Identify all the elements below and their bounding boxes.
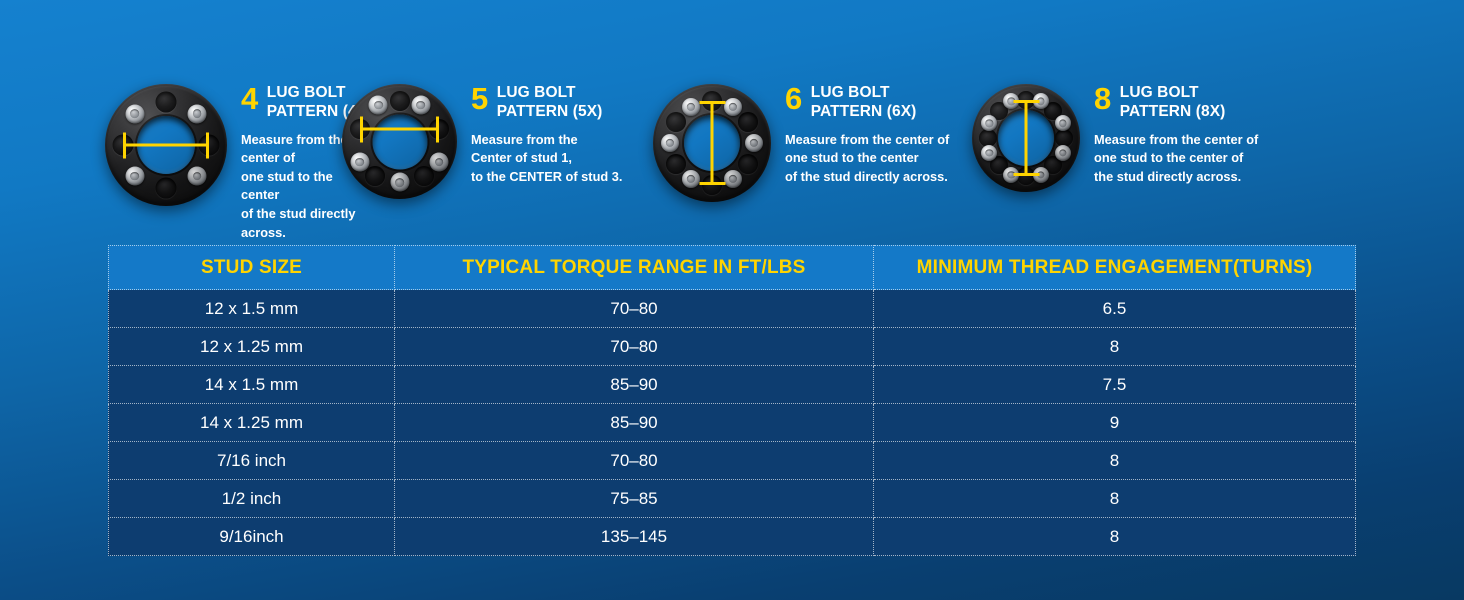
lug-pattern-title: LUG BOLT PATTERN (6X): [810, 84, 917, 120]
lug-count-number: 6: [785, 81, 802, 116]
lug-pattern-text-5: 5 LUG BOLT PATTERN (5X) Measure from the …: [457, 70, 622, 186]
cell-thread-engagement: 8: [874, 442, 1356, 480]
lug-count-number: 8: [1094, 81, 1111, 116]
lug-pattern-description: Measure from the center of one stud to t…: [1094, 131, 1259, 184]
column-header-thread-engagement: MINIMUM THREAD ENGAGEMENT(TURNS): [874, 245, 1356, 290]
torque-spec-table: STUD SIZE TYPICAL TORQUE RANGE IN FT/LBS…: [108, 245, 1356, 556]
cell-thread-engagement: 8: [874, 518, 1356, 556]
cell-stud-size: 14 x 1.25 mm: [108, 404, 395, 442]
cell-thread-engagement: 9: [874, 404, 1356, 442]
lug-pattern-block-4: 4 LUG BOLT PATTERN (4X) Measure from the …: [0, 70, 372, 240]
wheel-spacer-8-lug-icon: [972, 84, 1080, 192]
cell-stud-size: 12 x 1.25 mm: [108, 328, 395, 366]
lug-count-number: 4: [241, 81, 258, 116]
table-header-row: STUD SIZE TYPICAL TORQUE RANGE IN FT/LBS…: [108, 245, 1356, 290]
lug-pattern-description: Measure from the center of one stud to t…: [241, 131, 356, 240]
table-row: 1/2 inch 75–85 8: [108, 480, 1356, 518]
cell-torque-range: 85–90: [395, 366, 874, 404]
measure-arrow-horizontal: [359, 127, 440, 131]
lug-pattern-block-5: 5 LUG BOLT PATTERN (5X) Measure from the …: [330, 70, 640, 220]
table-row: 9/16inch 135–145 8: [108, 518, 1356, 556]
table-row: 14 x 1.5 mm 85–90 7.5: [108, 366, 1356, 404]
measure-arrow-vertical: [710, 101, 714, 185]
cell-torque-range: 70–80: [395, 328, 874, 366]
cell-stud-size: 1/2 inch: [108, 480, 395, 518]
cell-stud-size: 7/16 inch: [108, 442, 395, 480]
wheel-spacer-6-lug-icon: [653, 84, 771, 202]
lug-count-number: 5: [471, 81, 488, 116]
cell-stud-size: 12 x 1.5 mm: [108, 290, 395, 328]
lug-pattern-description: Measure from the center of one stud to t…: [785, 131, 950, 184]
lug-pattern-section: 4 LUG BOLT PATTERN (4X) Measure from the …: [0, 70, 1464, 240]
cell-stud-size: 14 x 1.5 mm: [108, 366, 395, 404]
cell-thread-engagement: 7.5: [874, 366, 1356, 404]
lug-pattern-title: LUG BOLT PATTERN (8X): [1119, 84, 1226, 120]
wheel-spacer-5-lug-icon: [342, 84, 457, 199]
measure-arrow-horizontal: [122, 143, 210, 147]
lug-pattern-text-4: 4 LUG BOLT PATTERN (4X) Measure from the …: [227, 70, 372, 242]
cell-torque-range: 70–80: [395, 442, 874, 480]
lug-pattern-block-8: 8 LUG BOLT PATTERN (8X) Measure from the …: [960, 70, 1340, 220]
cell-torque-range: 75–85: [395, 480, 874, 518]
cell-torque-range: 70–80: [395, 290, 874, 328]
column-header-stud-size: STUD SIZE: [108, 245, 395, 290]
cell-thread-engagement: 8: [874, 480, 1356, 518]
table-row: 7/16 inch 70–80 8: [108, 442, 1356, 480]
lug-pattern-block-6: 6 LUG BOLT PATTERN (6X) Measure from the …: [640, 70, 960, 220]
table-header: STUD SIZE TYPICAL TORQUE RANGE IN FT/LBS…: [108, 245, 1356, 290]
wheel-spacer-4-lug-icon: [105, 84, 227, 206]
column-header-torque-range: TYPICAL TORQUE RANGE IN FT/LBS: [395, 245, 874, 290]
cell-torque-range: 135–145: [395, 518, 874, 556]
lug-pattern-text-6: 6 LUG BOLT PATTERN (6X) Measure from the …: [771, 70, 949, 186]
cell-torque-range: 85–90: [395, 404, 874, 442]
lug-pattern-description: Measure from the Center of stud 1, to th…: [471, 131, 623, 184]
measure-arrow-vertical: [1024, 99, 1028, 177]
cell-stud-size: 9/16inch: [108, 518, 395, 556]
table-row: 12 x 1.5 mm 70–80 6.5: [108, 290, 1356, 328]
lug-pattern-title: LUG BOLT PATTERN (5X): [496, 84, 603, 120]
table-body: 12 x 1.5 mm 70–80 6.5 12 x 1.25 mm 70–80 8 14 …: [108, 290, 1356, 556]
table-row: 12 x 1.25 mm 70–80 8: [108, 328, 1356, 366]
table-row: 14 x 1.25 mm 85–90 9: [108, 404, 1356, 442]
lug-pattern-text-8: 8 LUG BOLT PATTERN (8X) Measure from the …: [1080, 70, 1258, 186]
cell-thread-engagement: 6.5: [874, 290, 1356, 328]
cell-thread-engagement: 8: [874, 328, 1356, 366]
lug-pattern-title: LUG BOLT PATTERN (4X): [266, 84, 373, 120]
